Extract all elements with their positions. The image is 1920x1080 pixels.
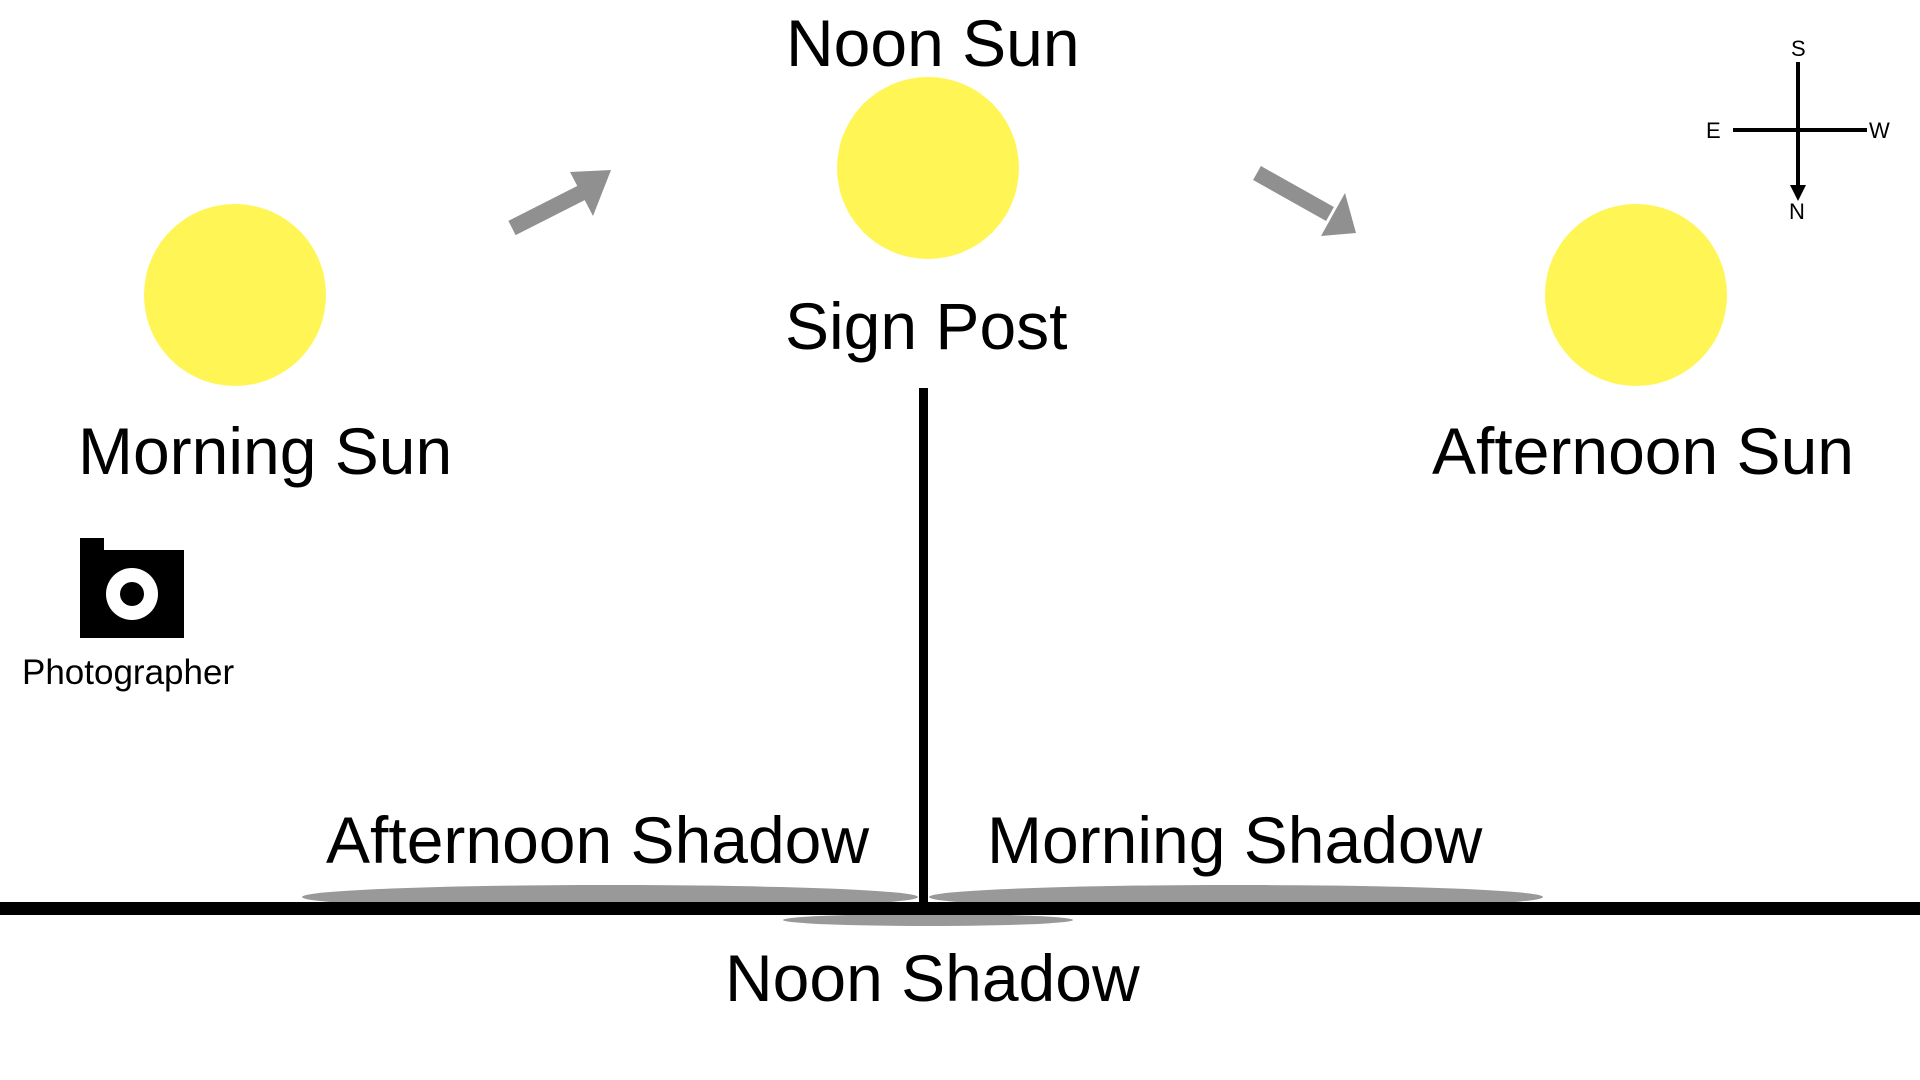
sign-post-label: Sign Post: [785, 289, 1068, 363]
sign-post-pole: [919, 388, 928, 908]
afternoon-sun-label: Afternoon Sun: [1432, 414, 1854, 488]
morning-sun-icon: [144, 204, 326, 386]
noon-sun-icon: [837, 77, 1019, 259]
camera-icon: [80, 538, 184, 638]
morning-sun-label: Morning Sun: [78, 414, 453, 488]
compass-north-label: N: [1789, 199, 1805, 224]
ground-line: [0, 902, 1920, 915]
afternoon-shadow-label: Afternoon Shadow: [326, 803, 870, 877]
noon-sun-label: Noon Sun: [786, 6, 1080, 80]
noon-shadow-icon: [783, 914, 1073, 926]
compass-icon: [1733, 62, 1867, 201]
compass-west-label: W: [1869, 118, 1890, 143]
photographer-label: Photographer: [22, 653, 235, 692]
noon-shadow-label: Noon Shadow: [725, 941, 1140, 1015]
compass-east-label: E: [1706, 118, 1721, 143]
afternoon-sun-icon: [1545, 204, 1727, 386]
compass-south-label: S: [1791, 36, 1806, 61]
morning-to-noon-arrow-icon: [508, 170, 611, 236]
morning-shadow-label: Morning Shadow: [987, 803, 1483, 877]
noon-to-afternoon-arrow-icon: [1253, 166, 1356, 236]
